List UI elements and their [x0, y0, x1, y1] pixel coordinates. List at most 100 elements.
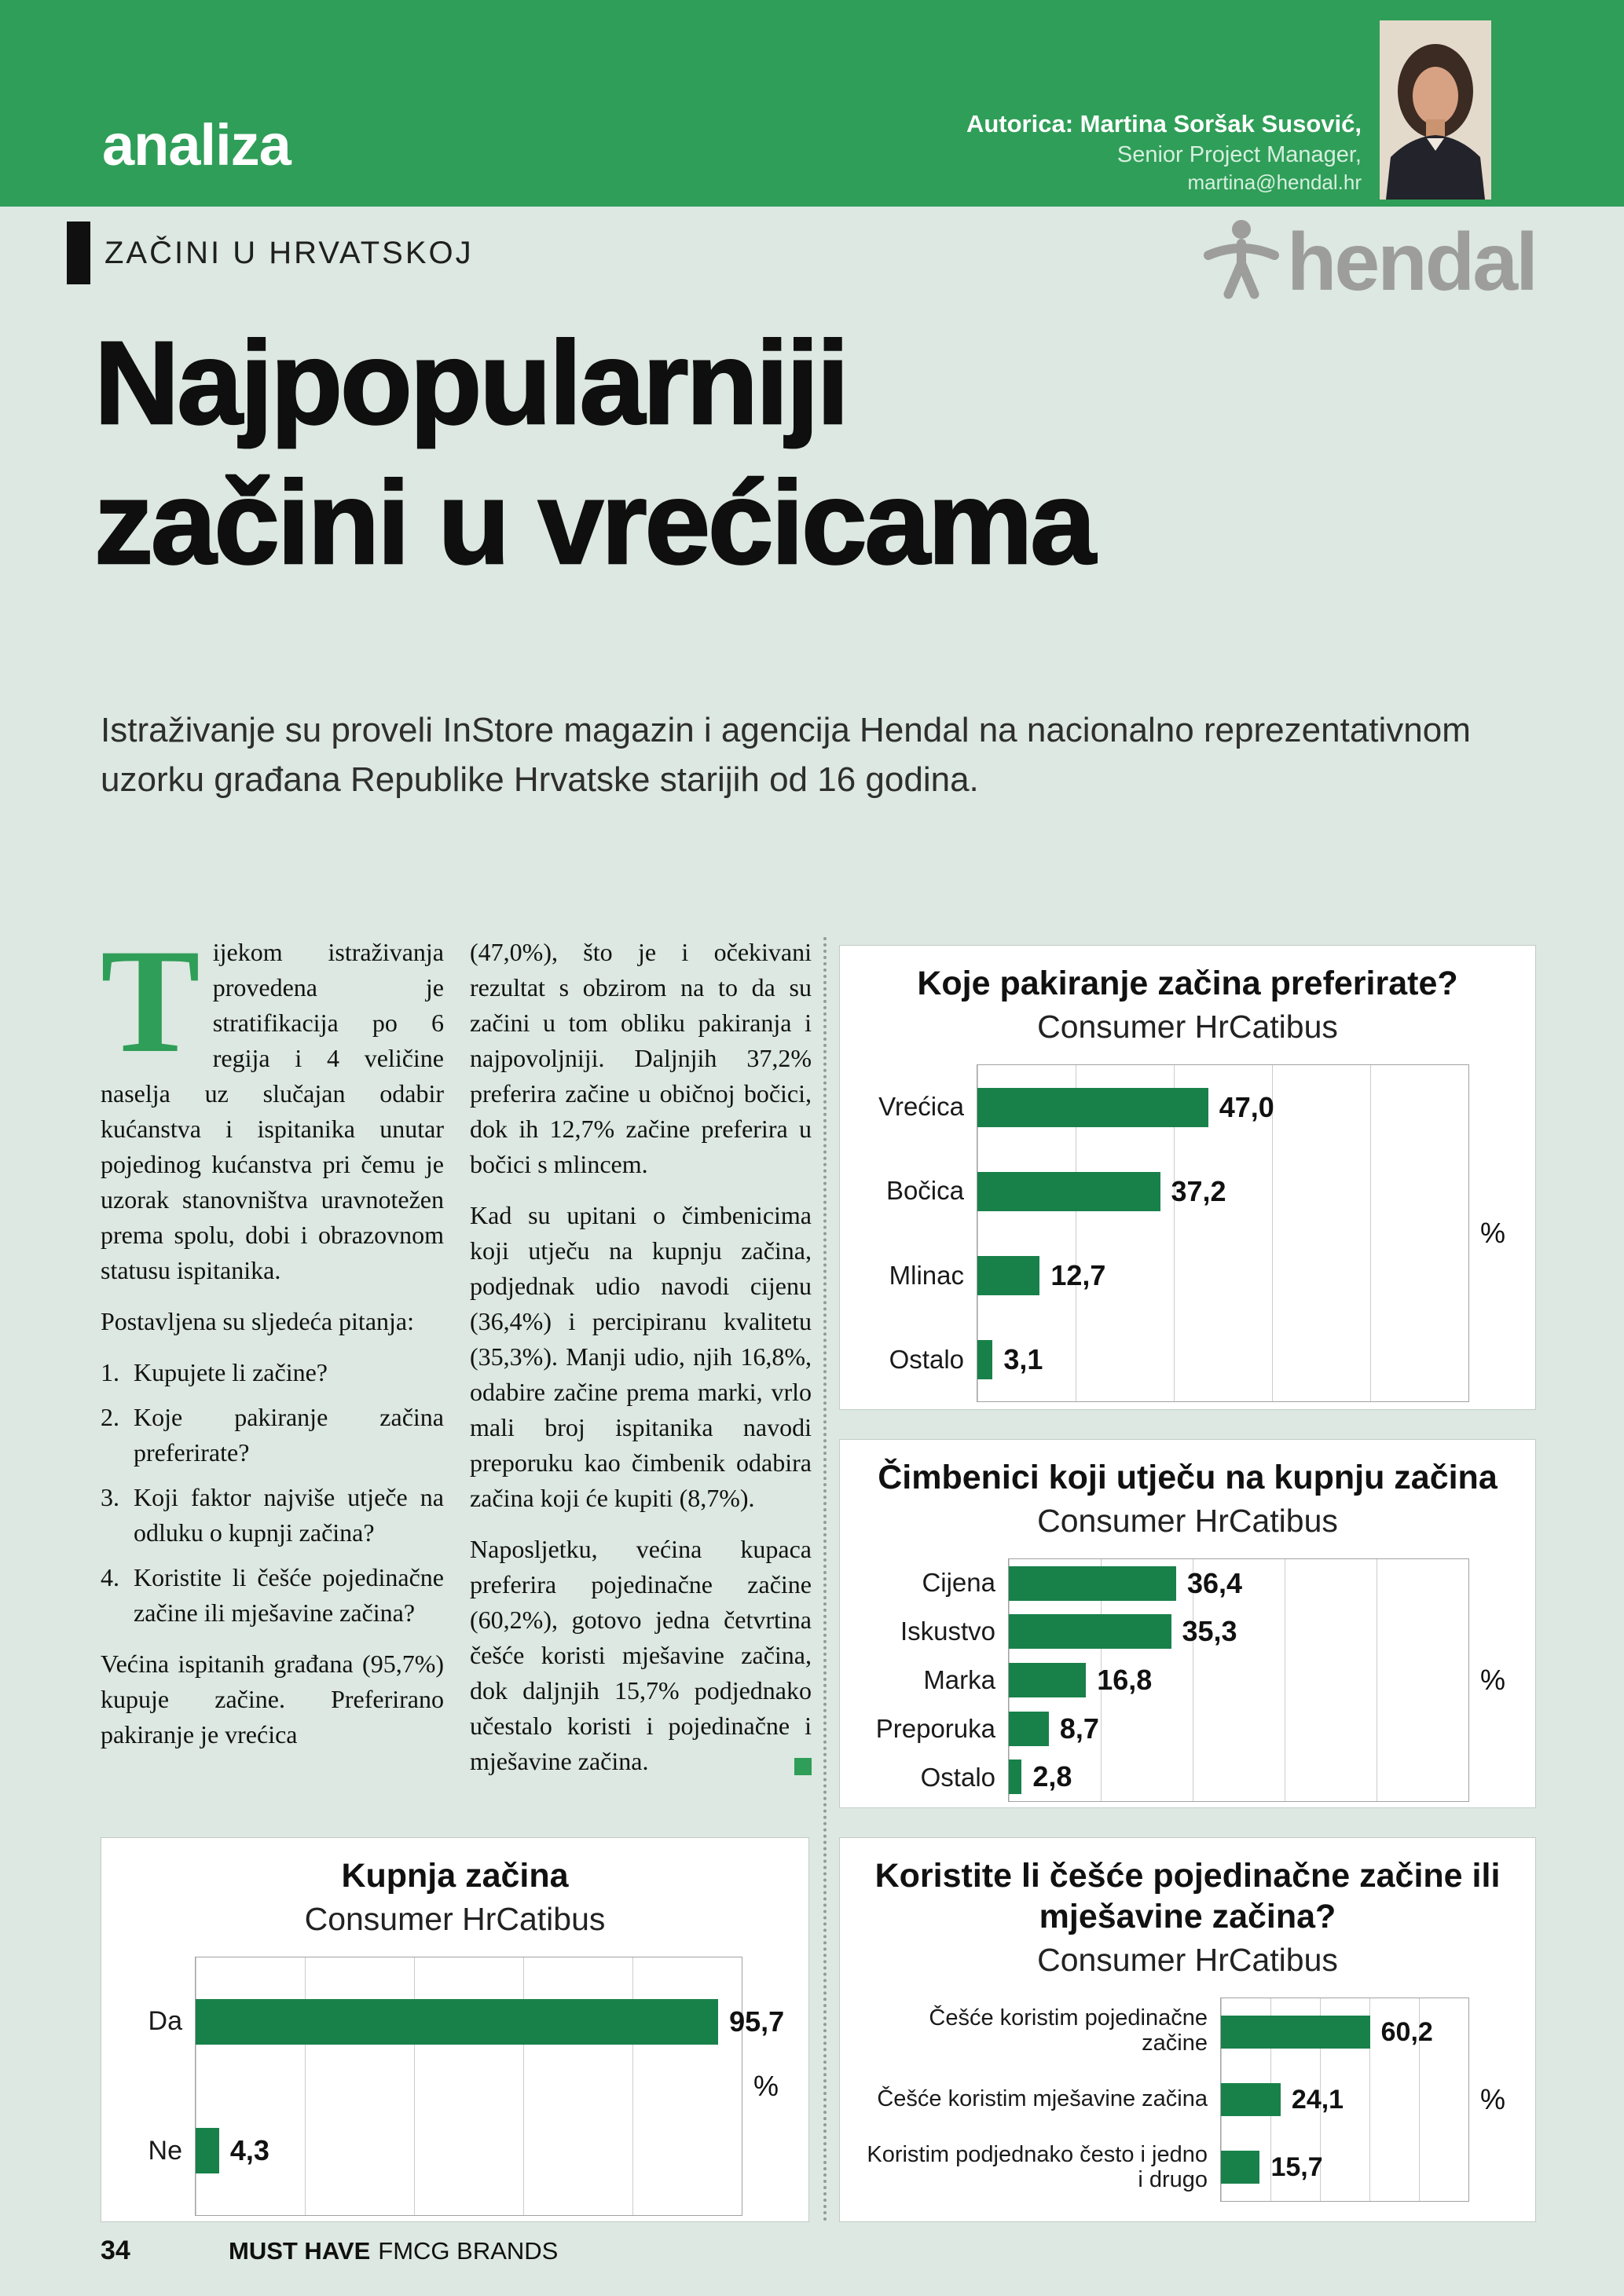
chart-packaging-preference: Koje pakiranje začina preferirate? Consu… [839, 945, 1536, 1410]
bar-value-label: 2,8 [1032, 1760, 1072, 1793]
body-column-2: (47,0%), što je i očekivani rezultat s o… [470, 935, 812, 1795]
body-paragraph-text: Naposljetku, većina kupaca preferira poj… [470, 1535, 812, 1775]
bar [1009, 1614, 1171, 1650]
chart-plot: 95,7 4,3 [195, 1957, 784, 2216]
chart-subtitle: Consumer HrCatibus [304, 1901, 606, 1937]
chart-title: Čimbenici koji utječu na kupnju začina [878, 1459, 1498, 1496]
kicker-accent-bar [67, 222, 90, 284]
bar [1221, 2151, 1260, 2184]
chart-category-label: Preporuka [875, 1713, 995, 1743]
bar [196, 2128, 219, 2173]
author-role: Senior Project Manager, [1116, 141, 1362, 167]
chart-bar-row: 16,8 [1009, 1656, 1468, 1705]
chart-category-label: Ostalo [920, 1762, 995, 1792]
chart-area: Cijena Iskustvo Marka Preporuka Ostalo 36,4 3… [859, 1558, 1516, 1802]
chart-title: Kupnja začina [341, 1857, 569, 1895]
bar-value-label: 15,7 [1270, 2151, 1323, 2182]
bar-value-label: 12,7 [1050, 1258, 1106, 1291]
chart-area: Češće koristim pojedinačne začine Češće k… [859, 1998, 1516, 2202]
author-name: Autorica: Martina Soršak Susović, [966, 110, 1362, 137]
question-item: 1. Kupujete li začine? [101, 1355, 444, 1390]
chart-bar-row: 15,7 [1221, 2133, 1468, 2201]
bar-value-label: 36,4 [1186, 1566, 1243, 1599]
author-block: Autorica: Martina Soršak Susović, Senior… [966, 110, 1362, 195]
bar [977, 1255, 1040, 1295]
chart-plot: 60,2 24,1 15,7 [1220, 1998, 1469, 2202]
question-number: 3. [101, 1483, 119, 1511]
question-number: 4. [101, 1563, 119, 1591]
chart-category-labels: Vrećica Bočica Mlinac Ostalo [859, 1064, 977, 1402]
body-paragraph: Naposljetku, većina kupaca preferira poj… [470, 1532, 812, 1779]
chart-category-label: Vrećica [878, 1091, 964, 1121]
bar [977, 1339, 993, 1379]
article-title-line2: začini u vrećicama [93, 456, 1097, 590]
bar-value-label: 8,7 [1059, 1712, 1099, 1745]
chart-unit-label: % [1479, 1664, 1505, 1696]
chart-category-label: Koristim podjednako često i jedno i drug… [867, 2141, 1208, 2192]
chart-category-label: Češće koristim mješavine začina [877, 2086, 1208, 2112]
question-item: 3. Koji faktor najviše utječe na odluku … [101, 1480, 444, 1551]
footer-brand-rest: FMCG BRANDS [378, 2237, 559, 2265]
body-paragraph-text: ijekom istraživanja provedena je stratif… [101, 938, 444, 1284]
chart-category-label: Češće koristim pojedinačne začine [929, 2005, 1208, 2056]
bar-value-label: 95,7 [729, 2005, 785, 2038]
chart-bar-row: 4,3 [196, 2086, 742, 2215]
question-text: Koji faktor najviše utječe na odluku o k… [134, 1483, 444, 1547]
chart-bar-row: 12,7 [977, 1233, 1468, 1317]
bar-value-label: 37,2 [1171, 1174, 1226, 1207]
chart-category-label: Cijena [922, 1567, 995, 1597]
article-title: Najpopularniji začini u vrećicama [93, 313, 1097, 592]
chart-category-labels: Da Ne [120, 1957, 195, 2216]
chart-subtitle: Consumer HrCatibus [1037, 1503, 1338, 1539]
body-paragraph: Kad su upitani o čimbenicima koji utječu… [470, 1201, 812, 1512]
question-text: Koristite li češće pojedinačne začine il… [134, 1563, 444, 1627]
chart-bar-row: 60,2 [1221, 1998, 1468, 2066]
chart-plot: 47,0 37,2 12,7 3,1 [977, 1064, 1469, 1402]
chart-plot: 36,4 35,3 16,8 8,7 2,8 [1008, 1558, 1469, 1802]
chart-area: Da Ne 95,7 4,3 % [120, 1957, 790, 2216]
chart-category-label: Ne [148, 2135, 182, 2166]
chart-unit-label: % [753, 2070, 779, 2102]
bar-value-label: 47,0 [1219, 1090, 1274, 1123]
author-photo [1380, 20, 1491, 200]
chart-bar-row: 2,8 [1009, 1752, 1468, 1801]
chart-spice-purchase: Kupnja začina Consumer HrCatibus Da Ne 95… [101, 1837, 809, 2222]
chart-category-labels: Češće koristim pojedinačne začine Češće k… [859, 1998, 1220, 2202]
bar [1009, 1662, 1087, 1697]
chart-category-labels: Cijena Iskustvo Marka Preporuka Ostalo [859, 1558, 1008, 1802]
chart-category-label: Mlinac [889, 1260, 964, 1290]
chart-bar-row: 37,2 [977, 1149, 1468, 1233]
question-number: 1. [101, 1358, 119, 1386]
chart-category-label: Iskustvo [900, 1616, 995, 1646]
chart-unit-label: % [1479, 2083, 1505, 2115]
hendal-logo: hendal [1203, 218, 1538, 306]
question-item: 2. Koje pakiranje začina preferirate? [101, 1400, 444, 1470]
chart-single-vs-mix: Koristite li češće pojedinačne začine il… [839, 1837, 1536, 2222]
section-title: analiza [102, 112, 291, 178]
chart-category-label: Da [148, 2005, 182, 2036]
bar [1009, 1760, 1022, 1795]
column-divider [823, 937, 827, 2222]
article-end-mark [794, 1758, 812, 1775]
bar-value-label: 35,3 [1182, 1615, 1237, 1648]
chart-category-label: Ostalo [889, 1345, 964, 1375]
drop-cap: T [101, 919, 200, 1084]
question-number: 2. [101, 1403, 119, 1431]
chart-bar-row: 24,1 [1221, 2066, 1468, 2133]
page-footer: 34 MUST HAVE FMCG BRANDS [101, 2236, 558, 2266]
chart-purchase-factors: Čimbenici koji utječu na kupnju začina C… [839, 1439, 1536, 1808]
chart-unit-label: % [1479, 1217, 1505, 1249]
chart-bar-row: 36,4 [1009, 1559, 1468, 1608]
bar [977, 1087, 1208, 1127]
chart-area: Vrećica Bočica Mlinac Ostalo 47,0 37,2 12,7 3,… [859, 1064, 1516, 1402]
chart-subtitle: Consumer HrCatibus [1037, 1009, 1338, 1045]
bar-value-label: 16,8 [1097, 1663, 1153, 1696]
hendal-person-icon [1203, 218, 1279, 306]
body-paragraph: (47,0%), što je i očekivani rezultat s o… [470, 938, 812, 1178]
chart-category-label: Marka [923, 1664, 995, 1694]
question-text: Koje pakiranje začina preferirate? [134, 1403, 444, 1467]
chart-bar-row: 95,7 [196, 1957, 784, 2086]
question-item: 4. Koristite li češće pojedinačne začine… [101, 1560, 444, 1631]
intro-paragraph: Istraživanje su proveli InStore magazin … [101, 711, 1471, 799]
